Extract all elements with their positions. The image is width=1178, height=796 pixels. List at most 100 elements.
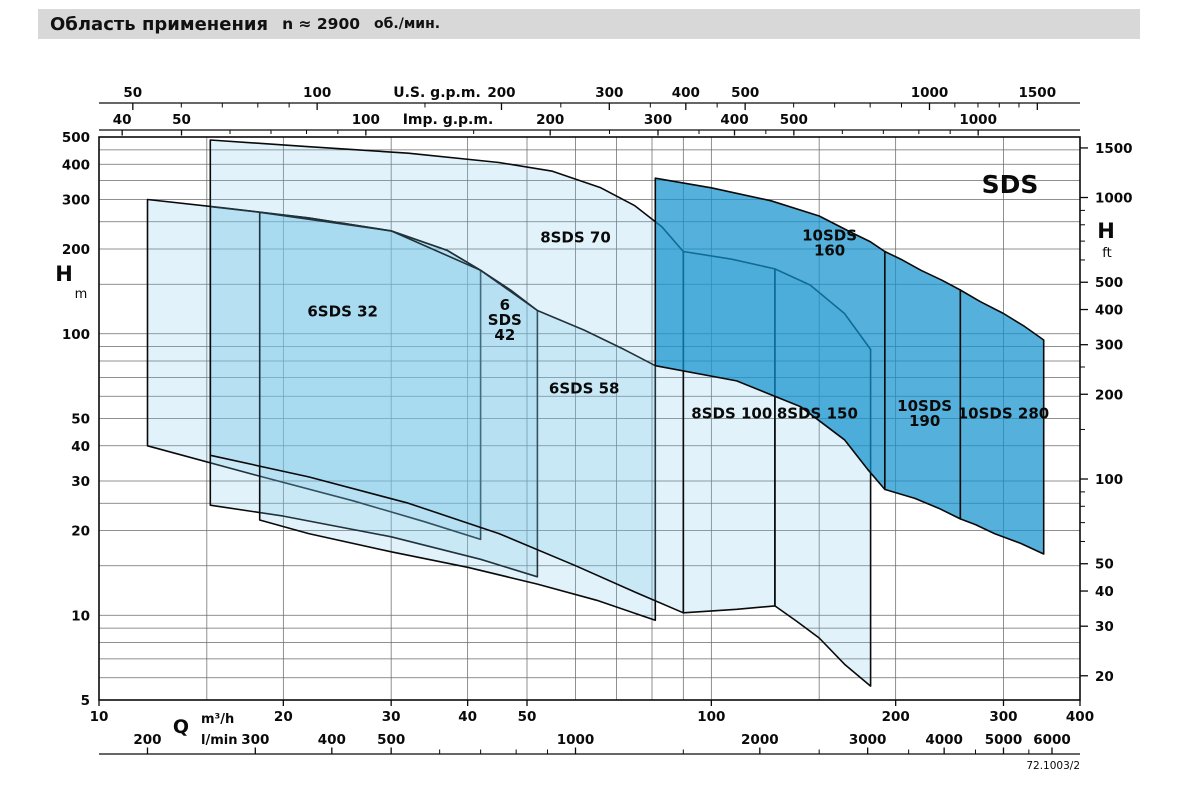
axis-h-ft: 1500 1000 500 400 300 200 100 50 40 30 20 Hft (1080, 141, 1133, 685)
tick-label: 6000 (1033, 732, 1071, 748)
tick-label: 2000 (741, 732, 779, 748)
tick-label: 300 (62, 192, 90, 208)
tick-label: 200 (133, 732, 161, 748)
region-label-8sds-70: 8SDS 70 (540, 228, 611, 246)
series-brand-label: SDS (982, 170, 1039, 199)
axis-h-m: 500 400 300 200 100 50 40 30 20 10 5 Hm (55, 130, 90, 709)
region-label-line: 8SDS 70 (540, 228, 611, 246)
tick-label: 1000 (959, 112, 997, 128)
region-label-line: 10SDS (802, 227, 857, 245)
tick-label: 50 (71, 412, 90, 428)
tick-label: 400 (1066, 709, 1094, 725)
region-label-6sds-58: 6SDS 58 (549, 379, 620, 397)
tick-label: 500 (377, 732, 405, 748)
tick-label: 500 (731, 85, 759, 101)
speed-units: об./мин. (374, 16, 441, 32)
axis-title-q: Q (173, 716, 189, 738)
tick-label: 300 (989, 709, 1017, 725)
region-label-6sds-32: 6SDS 32 (307, 302, 378, 320)
tick-label: 1500 (1095, 141, 1133, 157)
region-label-10sds-160: 10SDS 160 (802, 227, 857, 260)
region-label-8sds-100: 8SDS 100 (691, 405, 772, 423)
region-labels: 6SDS 32 6 SDS 42 6SDS 58 8SDS 70 8SDS 100 8SDS … (307, 227, 1049, 431)
tick-label: 30 (382, 709, 401, 725)
speed-value: n ≈ 2900 (282, 15, 361, 33)
tick-label: 10 (71, 608, 90, 624)
tick-label: 300 (1095, 338, 1123, 354)
axis-l-min: l/min 200 300 400 500 1000 2000 3000 4000 5000 600… (99, 732, 1080, 755)
tick-label: 500 (1095, 275, 1123, 291)
tick-label: 400 (672, 85, 700, 101)
axis-unit-m3h: m³/h (201, 712, 234, 727)
axis-unit-lmin: l/min (201, 733, 237, 748)
regions (146, 139, 1045, 687)
tick-label: 300 (241, 732, 269, 748)
tick-label: 10 (90, 709, 109, 725)
tick-label: 100 (303, 85, 331, 101)
tick-label: 500 (62, 130, 90, 146)
tick-label: 400 (62, 157, 90, 173)
region-label-line: 160 (814, 242, 845, 260)
tick-label: 5 (81, 693, 90, 709)
axis-title-h-left: H (55, 262, 73, 286)
region-label-6-sds-42: 6 SDS 42 (488, 296, 522, 344)
tick-label: 40 (458, 709, 477, 725)
document-code: 72.1003/2 (1026, 760, 1080, 772)
tick-label: 40 (113, 112, 132, 128)
tick-label: 50 (172, 112, 191, 128)
region-label-10sds-280: 10SDS 280 (958, 405, 1049, 423)
axis-us-gpm: 50 100 200 300 400 500 1000 1500 U.S. g.p.m. (99, 85, 1080, 110)
region-10sds-280 (959, 289, 1045, 555)
region-10sds-190 (884, 250, 962, 520)
region-label-8sds-150: 8SDS 150 (777, 405, 858, 423)
plot-border (98, 136, 1081, 701)
tick-label: 100 (62, 327, 90, 343)
region-label-line: 6SDS 32 (307, 302, 378, 320)
axis-q-m3h: 10 20 30 40 50 100 200 300 400 Q m³/h (90, 700, 1094, 738)
tick-label: 50 (1095, 557, 1114, 573)
tick-label: 20 (1095, 669, 1114, 685)
tick-label: 20 (71, 524, 90, 540)
tick-label: 100 (1095, 472, 1123, 488)
tick-label: 200 (1095, 387, 1123, 403)
tick-label: 400 (1095, 303, 1123, 319)
axis-unit-ft: ft (1102, 246, 1111, 261)
region-6sds-58 (258, 211, 657, 622)
axis-title-us-gpm: U.S. g.p.m. (393, 85, 481, 101)
tick-label: 40 (1095, 584, 1114, 600)
tick-label: 1000 (911, 85, 949, 101)
tick-label: 30 (71, 474, 90, 490)
region-label-line: 8SDS 150 (777, 405, 858, 423)
region-label-10sds-190: 10SDS 190 (897, 397, 952, 430)
region-label-line: 42 (494, 326, 515, 344)
region-label-line: 6SDS 58 (549, 379, 620, 397)
tick-label: 300 (595, 85, 623, 101)
tick-label: 40 (71, 439, 90, 455)
tick-label: 50 (518, 709, 537, 725)
axis-imp-gpm: 40 50 100 200 300 400 500 1000 Imp. g.p.m. (99, 112, 1080, 136)
tick-label: 200 (487, 85, 515, 101)
tick-label: 1000 (1095, 191, 1133, 207)
axis-unit-m: m (75, 287, 88, 302)
tick-label: 1500 (1019, 85, 1057, 101)
tick-label: 100 (352, 112, 380, 128)
region-label-line: 6 (500, 296, 510, 314)
tick-label: 400 (720, 112, 748, 128)
tick-label: 50 (123, 85, 142, 101)
page-title: Область применения (50, 13, 269, 35)
tick-label: 100 (697, 709, 725, 725)
axis-title-h-right: H (1097, 219, 1115, 243)
tick-label: 500 (780, 112, 808, 128)
tick-label: 4000 (925, 732, 963, 748)
tick-label: 30 (1095, 619, 1114, 635)
region-label-line: 8SDS 100 (691, 405, 772, 423)
region-label-line: 190 (909, 412, 940, 430)
region-label-line: 10SDS (897, 397, 952, 415)
tick-label: 20 (274, 709, 293, 725)
region-label-line: SDS (488, 311, 522, 329)
title-bar: Область применения n ≈ 2900 об./мин. (38, 9, 1140, 39)
tick-label: 1000 (557, 732, 595, 748)
tick-label: 5000 (985, 732, 1023, 748)
